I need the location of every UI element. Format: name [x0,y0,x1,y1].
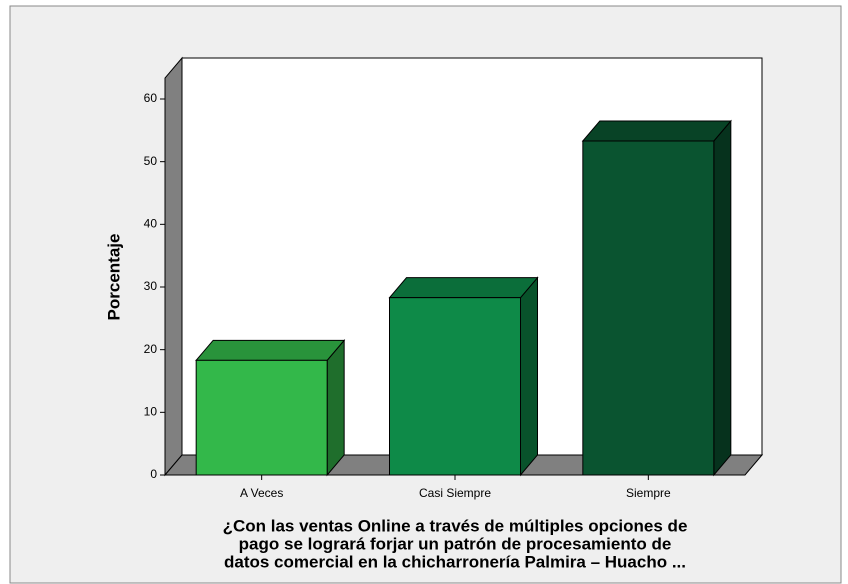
bar [389,297,521,476]
bar [582,140,715,476]
left-wall [164,56,183,477]
x-tick-label: Siempre [626,486,671,500]
y-tick-label: 40 [144,217,158,231]
y-tick-label: 10 [144,405,158,419]
x-axis-label: pago se logrará forjar un patrón de proc… [239,534,672,553]
y-tick-label: 0 [150,467,157,481]
bar [195,359,328,476]
y-tick-label: 60 [144,91,158,105]
x-tick-label: A Veces [240,486,283,500]
bar-top [388,277,539,299]
y-tick-label: 50 [144,154,158,168]
bar-side [520,276,538,477]
x-axis-label: datos comercial en la chicharronería Pal… [224,552,686,571]
y-axis-label: Porcentaje [104,234,123,321]
bar-side [713,119,732,477]
y-tick-label: 20 [144,342,158,356]
x-axis-label: ¿Con las ventas Online a través de múlti… [223,516,688,535]
x-tick-label: Casi Siempre [419,486,491,500]
bar-top [581,120,732,142]
bar-top [195,339,346,361]
bar-side [326,338,345,477]
y-tick-label: 30 [144,279,158,293]
